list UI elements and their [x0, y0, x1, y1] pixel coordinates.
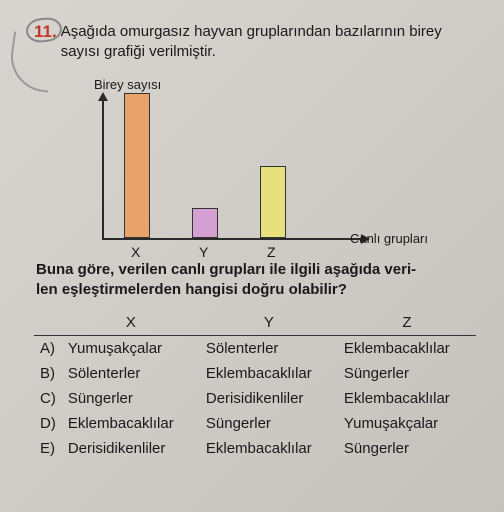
x-axis	[102, 238, 368, 240]
bar-z	[260, 166, 286, 238]
question-number: 11.	[34, 22, 57, 42]
option-cell: Eklembacaklılar	[338, 336, 476, 362]
question-line2: sayısı grafiği verilmiştir.	[61, 43, 216, 60]
option-cell: Sölenterler	[62, 361, 200, 386]
option-cell: Eklembacaklılar	[200, 361, 338, 386]
option-cell: Süngerler	[62, 386, 200, 411]
option-cell: Derisidikenliler	[62, 436, 200, 461]
bar-x	[124, 93, 150, 238]
option-cell: Derisidikenliler	[200, 386, 338, 411]
options-header-x: X	[62, 312, 200, 336]
question-header: 11. Aşağıda omurgasız hayvan gruplarında…	[34, 22, 476, 63]
option-cell: Sölenterler	[200, 336, 338, 362]
chart-x-label: Canlı grupları	[350, 231, 428, 246]
table-row: B)SölenterlerEklembacaklılarSüngerler	[34, 361, 476, 386]
options-header-z: Z	[338, 312, 476, 336]
options-header-y: Y	[200, 312, 338, 336]
option-cell: Süngerler	[338, 361, 476, 386]
question-number-text: 11.	[34, 22, 57, 41]
option-cell: Süngerler	[200, 411, 338, 436]
bar-y	[192, 208, 218, 238]
x-category-x: X	[131, 244, 140, 260]
y-axis-arrow-icon	[98, 92, 108, 101]
option-label: B)	[34, 361, 62, 386]
table-row: C)SüngerlerDerisidikenlilerEklembacaklıl…	[34, 386, 476, 411]
option-cell: Yumuşakçalar	[338, 411, 476, 436]
table-row: D)EklembacaklılarSüngerlerYumuşakçalar	[34, 411, 476, 436]
options-header-blank	[34, 312, 62, 336]
question-line1: Aşağıda omurgasız hayvan gruplarından ba…	[61, 23, 442, 40]
followup-text: Buna göre, verilen canlı grupları ile il…	[36, 260, 476, 301]
x-category-y: Y	[199, 244, 208, 260]
followup-line1: Buna göre, verilen canlı grupları ile il…	[36, 261, 416, 278]
option-label: A)	[34, 336, 62, 362]
chart-y-label: Birey sayısı	[94, 77, 476, 92]
table-row: E)DerisidikenlilerEklembacaklılarSüngerl…	[34, 436, 476, 461]
followup-line2: len eşleştirmelerden hangisi doğru olabi…	[36, 281, 347, 298]
y-axis	[102, 94, 104, 240]
option-cell: Eklembacaklılar	[338, 386, 476, 411]
option-label: E)	[34, 436, 62, 461]
option-cell: Süngerler	[338, 436, 476, 461]
option-label: C)	[34, 386, 62, 411]
options-header-row: X Y Z	[34, 312, 476, 336]
option-label: D)	[34, 411, 62, 436]
question-text: Aşağıda omurgasız hayvan gruplarından ba…	[61, 22, 442, 63]
option-cell: Eklembacaklılar	[62, 411, 200, 436]
option-cell: Yumuşakçalar	[62, 336, 200, 362]
options-table: X Y Z A)YumuşakçalarSölenterlerEklembaca…	[34, 312, 476, 461]
chart-area: X Y Z Canlı grupları	[88, 94, 368, 250]
option-cell: Eklembacaklılar	[200, 436, 338, 461]
x-category-z: Z	[267, 244, 276, 260]
table-row: A)YumuşakçalarSölenterlerEklembacaklılar	[34, 336, 476, 362]
chart: Birey sayısı X Y Z Canlı grupları	[88, 77, 476, 250]
